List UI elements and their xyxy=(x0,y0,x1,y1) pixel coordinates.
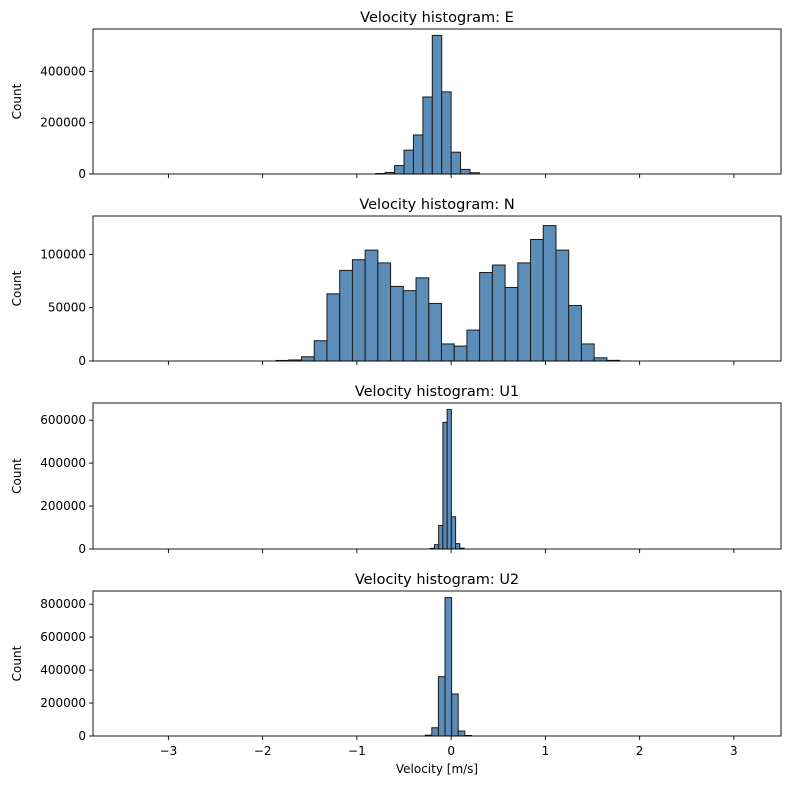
histogram-bar xyxy=(351,259,366,362)
y-tick-label: 400000 xyxy=(40,663,86,677)
histogram-bar xyxy=(428,302,442,362)
x-axis-label: Velocity [m/s] xyxy=(396,762,478,776)
chart-title: Velocity histogram: N xyxy=(359,197,514,213)
histogram-bar xyxy=(451,693,459,737)
histogram-bar xyxy=(455,543,461,550)
histogram-bar xyxy=(446,408,452,550)
y-tick-label: 0 xyxy=(78,167,86,181)
histogram-bar xyxy=(504,286,519,362)
y-tick-label: 200000 xyxy=(40,499,86,513)
plot-frame xyxy=(92,590,782,737)
y-tick-label: 400000 xyxy=(40,64,86,78)
x-tick-label: 3 xyxy=(730,744,738,758)
chart-title: Velocity histogram: U1 xyxy=(355,384,519,400)
histogram-bar xyxy=(438,524,444,550)
histogram-bar xyxy=(422,96,433,175)
histogram-bar xyxy=(433,544,440,550)
histogram-bar xyxy=(403,149,414,175)
histogram-bar xyxy=(437,676,446,737)
histogram-bar xyxy=(530,238,544,362)
histogram-bar xyxy=(326,293,341,362)
histogram-bar xyxy=(593,357,608,362)
histogram-bar xyxy=(431,34,443,175)
y-axis-label: Count xyxy=(10,458,24,494)
histogram-bar xyxy=(442,421,448,550)
x-tick-label: −3 xyxy=(160,744,178,758)
y-axis-label: Count xyxy=(10,270,24,306)
histogram-bar xyxy=(377,262,392,362)
y-tick-label: 400000 xyxy=(40,456,86,470)
plot-frame xyxy=(92,28,782,175)
histogram-bar xyxy=(450,516,457,550)
histogram-bar xyxy=(402,290,417,362)
y-tick-label: 0 xyxy=(78,542,86,556)
y-tick-label: 50000 xyxy=(48,301,86,315)
histogram-bar xyxy=(431,727,439,737)
x-tick-label: 0 xyxy=(447,744,455,758)
histogram-bar xyxy=(394,165,405,175)
histogram-bar xyxy=(457,730,466,737)
histogram-bar xyxy=(364,249,379,362)
histogram-bar xyxy=(517,262,532,362)
y-axis-label: Count xyxy=(10,645,24,681)
histogram-bar xyxy=(450,151,462,175)
histogram-bar xyxy=(542,225,557,362)
histogram-bar xyxy=(491,264,506,362)
y-tick-label: 600000 xyxy=(40,413,86,427)
histogram-bar xyxy=(466,329,481,362)
x-tick-label: 1 xyxy=(542,744,550,758)
y-axis-label: Count xyxy=(10,83,24,119)
histogram-bar xyxy=(444,597,453,737)
x-tick-label: −1 xyxy=(348,744,366,758)
plot-frame xyxy=(92,402,782,550)
histogram-bar xyxy=(339,269,353,362)
histogram-bar xyxy=(301,356,315,362)
y-tick-label: 200000 xyxy=(40,116,86,130)
histogram-bar xyxy=(313,340,328,362)
y-tick-label: 0 xyxy=(78,729,86,743)
histogram-bar xyxy=(441,91,452,175)
histogram-bar xyxy=(453,345,468,362)
chart-title: Velocity histogram: U2 xyxy=(355,572,519,588)
histogram-bar xyxy=(412,134,424,175)
histogram-bar xyxy=(479,272,493,362)
histogram-bar xyxy=(440,343,455,362)
histogram-bar xyxy=(568,305,582,362)
y-tick-label: 800000 xyxy=(40,597,86,611)
chart-title: Velocity histogram: E xyxy=(360,10,514,26)
histogram-bar xyxy=(580,343,595,362)
histogram-bar xyxy=(555,249,570,362)
histogram-bar xyxy=(460,168,471,175)
x-tick-label: 2 xyxy=(636,744,644,758)
x-tick-label: −2 xyxy=(254,744,272,758)
y-tick-label: 200000 xyxy=(40,696,86,710)
y-tick-label: 100000 xyxy=(40,247,86,261)
histogram-bar xyxy=(415,277,430,362)
histogram-bar xyxy=(390,285,404,362)
y-tick-label: 600000 xyxy=(40,630,86,644)
y-tick-label: 0 xyxy=(78,354,86,368)
plot-frame xyxy=(92,215,782,362)
